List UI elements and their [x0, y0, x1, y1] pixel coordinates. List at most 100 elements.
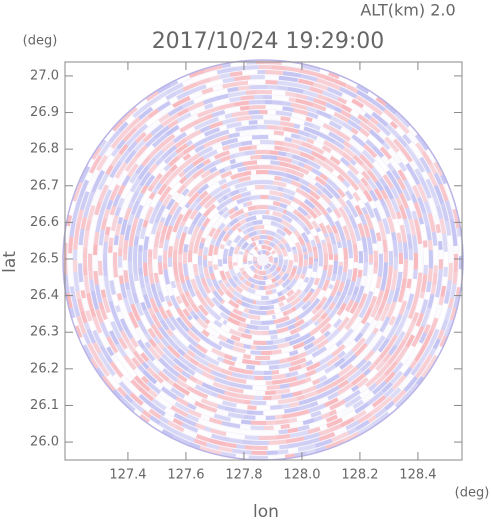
y-unit: (deg)	[23, 34, 58, 49]
echo-patch	[298, 145, 313, 155]
echo-patch	[274, 414, 283, 420]
echo-patch	[248, 110, 260, 115]
echo-patch	[118, 275, 124, 285]
echo-patch	[226, 338, 235, 345]
echo-patch	[175, 295, 183, 305]
echo-patch	[205, 113, 213, 120]
echo-patch	[289, 384, 305, 393]
echo-patch	[210, 238, 217, 246]
echo-patch	[241, 120, 249, 126]
echo-patch	[166, 378, 175, 386]
echo-patch	[161, 208, 170, 219]
echo-patch	[159, 319, 170, 331]
echo-patch	[181, 405, 190, 413]
echo-patch	[236, 198, 245, 205]
echo-patch	[320, 161, 335, 173]
echo-patch	[368, 254, 374, 264]
echo-patch	[232, 397, 245, 404]
echo-patch	[208, 203, 217, 212]
echo-patch	[108, 330, 120, 346]
echo-patch	[133, 236, 140, 246]
echo-patch	[117, 197, 125, 209]
echo-patch	[234, 285, 244, 294]
echo-patch	[387, 334, 398, 348]
echo-patch	[68, 268, 74, 287]
echo-patch	[356, 188, 368, 204]
echo-patch	[137, 364, 146, 373]
echo-patch	[351, 98, 365, 109]
echo-patch	[231, 356, 238, 362]
echo-patch	[270, 220, 273, 226]
echo-patch	[257, 209, 267, 215]
echo-patch	[112, 373, 122, 384]
echo-patch	[418, 259, 424, 273]
echo-patch	[103, 241, 108, 259]
echo-patch	[159, 133, 176, 148]
echo-patch	[123, 260, 128, 271]
x-unit: (deg)	[455, 486, 490, 501]
echo-patch	[274, 419, 289, 425]
echo-patch	[234, 100, 250, 107]
echo-patch	[343, 294, 351, 305]
echo-patch	[303, 163, 313, 172]
echo-patch	[296, 394, 306, 401]
echo-patch	[432, 296, 439, 308]
echo-patch	[202, 217, 211, 228]
echo-patch	[120, 330, 130, 344]
echo-patch	[254, 380, 266, 386]
echo-patch	[212, 222, 220, 230]
echo-patch	[307, 233, 314, 241]
echo-patch	[234, 151, 245, 158]
echo-patch	[380, 112, 393, 124]
echo-patch	[442, 276, 448, 287]
echo-patch	[322, 123, 338, 134]
echo-patch	[100, 218, 108, 231]
echo-patch	[377, 262, 383, 277]
echo-patch	[393, 138, 404, 150]
echo-patch	[211, 433, 230, 442]
echo-patch	[246, 185, 256, 191]
echo-patch	[396, 271, 403, 289]
echo-patch	[348, 329, 359, 342]
echo-patch	[98, 275, 105, 291]
echo-patch	[427, 239, 433, 251]
echo-patch	[265, 285, 271, 290]
echo-patch	[229, 381, 242, 389]
echo-patch	[291, 159, 300, 166]
echo-patch	[85, 220, 92, 232]
echo-patch	[173, 129, 182, 137]
echo-patch	[251, 335, 263, 341]
echo-patch	[138, 274, 146, 289]
echo-patch	[237, 203, 244, 210]
echo-patch	[172, 223, 179, 233]
echo-patch	[275, 312, 284, 319]
echo-patch	[355, 294, 362, 304]
echo-patch	[373, 250, 379, 262]
echo-patch	[346, 169, 361, 185]
echo-patch	[98, 260, 103, 276]
echo-patch	[262, 214, 273, 220]
echo-patch	[258, 270, 263, 275]
echo-patch	[293, 108, 309, 116]
echo-patch	[375, 289, 385, 306]
echo-patch	[411, 338, 419, 348]
echo-patch	[304, 354, 314, 362]
echo-patch	[313, 140, 324, 149]
echo-patch	[324, 397, 339, 408]
echo-patch	[389, 157, 401, 172]
echo-patch	[414, 325, 425, 341]
echo-patch	[216, 201, 227, 211]
echo-patch	[376, 122, 391, 137]
echo-patch	[328, 284, 334, 290]
echo-patch	[238, 176, 251, 183]
echo-patch	[229, 189, 240, 197]
echo-patch	[367, 274, 372, 281]
echo-patch	[240, 95, 254, 101]
echo-patch	[367, 243, 373, 255]
echo-patch	[113, 244, 118, 253]
echo-patch	[106, 214, 114, 228]
echo-patch	[397, 135, 408, 148]
y-tick-label: 27.0	[30, 68, 59, 83]
echo-patch	[278, 362, 292, 369]
echo-patch	[235, 126, 243, 132]
